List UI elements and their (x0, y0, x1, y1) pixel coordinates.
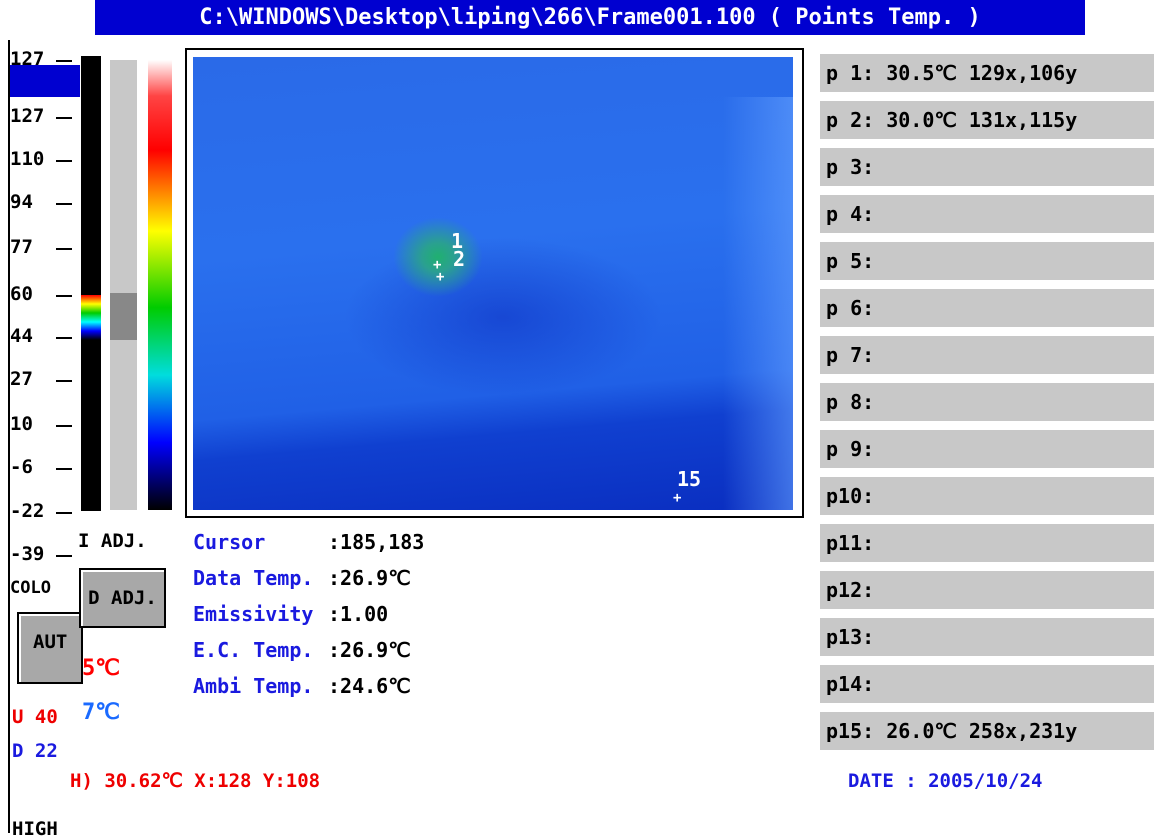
info-value: :1.00 (328, 602, 388, 626)
scale-label: 127 (10, 48, 72, 70)
high-temp: 5℃ (82, 656, 120, 681)
range-color (81, 295, 101, 340)
scale-tick (56, 60, 72, 62)
point-row: p 6: (820, 289, 1154, 327)
scale-label: -6 (10, 456, 72, 478)
auto-button[interactable]: AUT (17, 612, 83, 684)
scale-label: 94 (10, 191, 72, 213)
info-value: :24.6℃ (328, 674, 411, 698)
info-value: :26.9℃ (328, 638, 411, 662)
point-row: p13: (820, 618, 1154, 656)
upper-limit: U 40 (12, 706, 58, 728)
scale-tick (56, 160, 72, 162)
scale-label: 60 (10, 283, 72, 305)
info-label: Ambi Temp. (193, 674, 313, 698)
point-row: p12: (820, 571, 1154, 609)
point-row: p 4: (820, 195, 1154, 233)
info-label: Data Temp. (193, 566, 313, 590)
scale-label: 77 (10, 236, 72, 258)
point-row: p 2: 30.0℃ 131x,115y (820, 101, 1154, 139)
point-row: p 9: (820, 430, 1154, 468)
point-marker: 2 (453, 247, 465, 271)
info-value: :26.9℃ (328, 566, 411, 590)
high-label: HIGH (12, 818, 58, 840)
point-row: p11: (820, 524, 1154, 562)
scale-tick (56, 117, 72, 119)
scale-tick (56, 248, 72, 250)
crosshair: + (673, 490, 681, 506)
adj-slider[interactable] (110, 60, 137, 510)
range-bar (80, 55, 102, 512)
info-label: E.C. Temp. (193, 638, 313, 662)
info-value: :185,183 (328, 530, 424, 554)
point-row: p10: (820, 477, 1154, 515)
info-label: Cursor (193, 530, 265, 554)
point-row: p14: (820, 665, 1154, 703)
app-window: {"title": "C:\\WINDOWS\\Desktop\\liping\… (0, 0, 1154, 833)
point-row: p 5: (820, 242, 1154, 280)
point-row: p 8: (820, 383, 1154, 421)
scale-tick (56, 295, 72, 297)
scale-tick (56, 337, 72, 339)
scale-label: 10 (10, 413, 72, 435)
scale-tick (56, 203, 72, 205)
point-row: p 1: 30.5℃ 129x,106y (820, 54, 1154, 92)
info-label: Emissivity (193, 602, 313, 626)
scale-label: 44 (10, 325, 72, 347)
scale-label: -39 (10, 543, 72, 565)
point-marker: 15 (677, 467, 701, 491)
scale-label: 127 (10, 105, 72, 127)
scale-tick (56, 468, 72, 470)
scale-tick (56, 512, 72, 514)
adj-thumb[interactable] (110, 293, 137, 340)
date: DATE : 2005/10/24 (848, 770, 1042, 790)
point-row: p15: 26.0℃ 258x,231y (820, 712, 1154, 750)
crosshair: + (436, 269, 444, 285)
low-temp: 7℃ (82, 700, 120, 725)
title-bar: C:\WINDOWS\Desktop\liping\266\Frame001.1… (95, 0, 1085, 35)
color-bar (148, 60, 172, 510)
adj-label: I ADJ. (78, 530, 147, 552)
lower-limit: D 22 (12, 740, 58, 762)
scale-tick (56, 425, 72, 427)
scale-tick (56, 380, 72, 382)
scale-label: 27 (10, 368, 72, 390)
scale-tick (56, 555, 72, 557)
scale-label: -22 (10, 500, 72, 522)
point-row: p 3: (820, 148, 1154, 186)
point-row: p 7: (820, 336, 1154, 374)
adj-button[interactable]: D ADJ. (79, 568, 166, 628)
scale-label: 110 (10, 148, 72, 170)
max-point: H) 30.62℃ X:128 Y:108 (70, 770, 320, 790)
color-label: COLO (10, 578, 78, 598)
